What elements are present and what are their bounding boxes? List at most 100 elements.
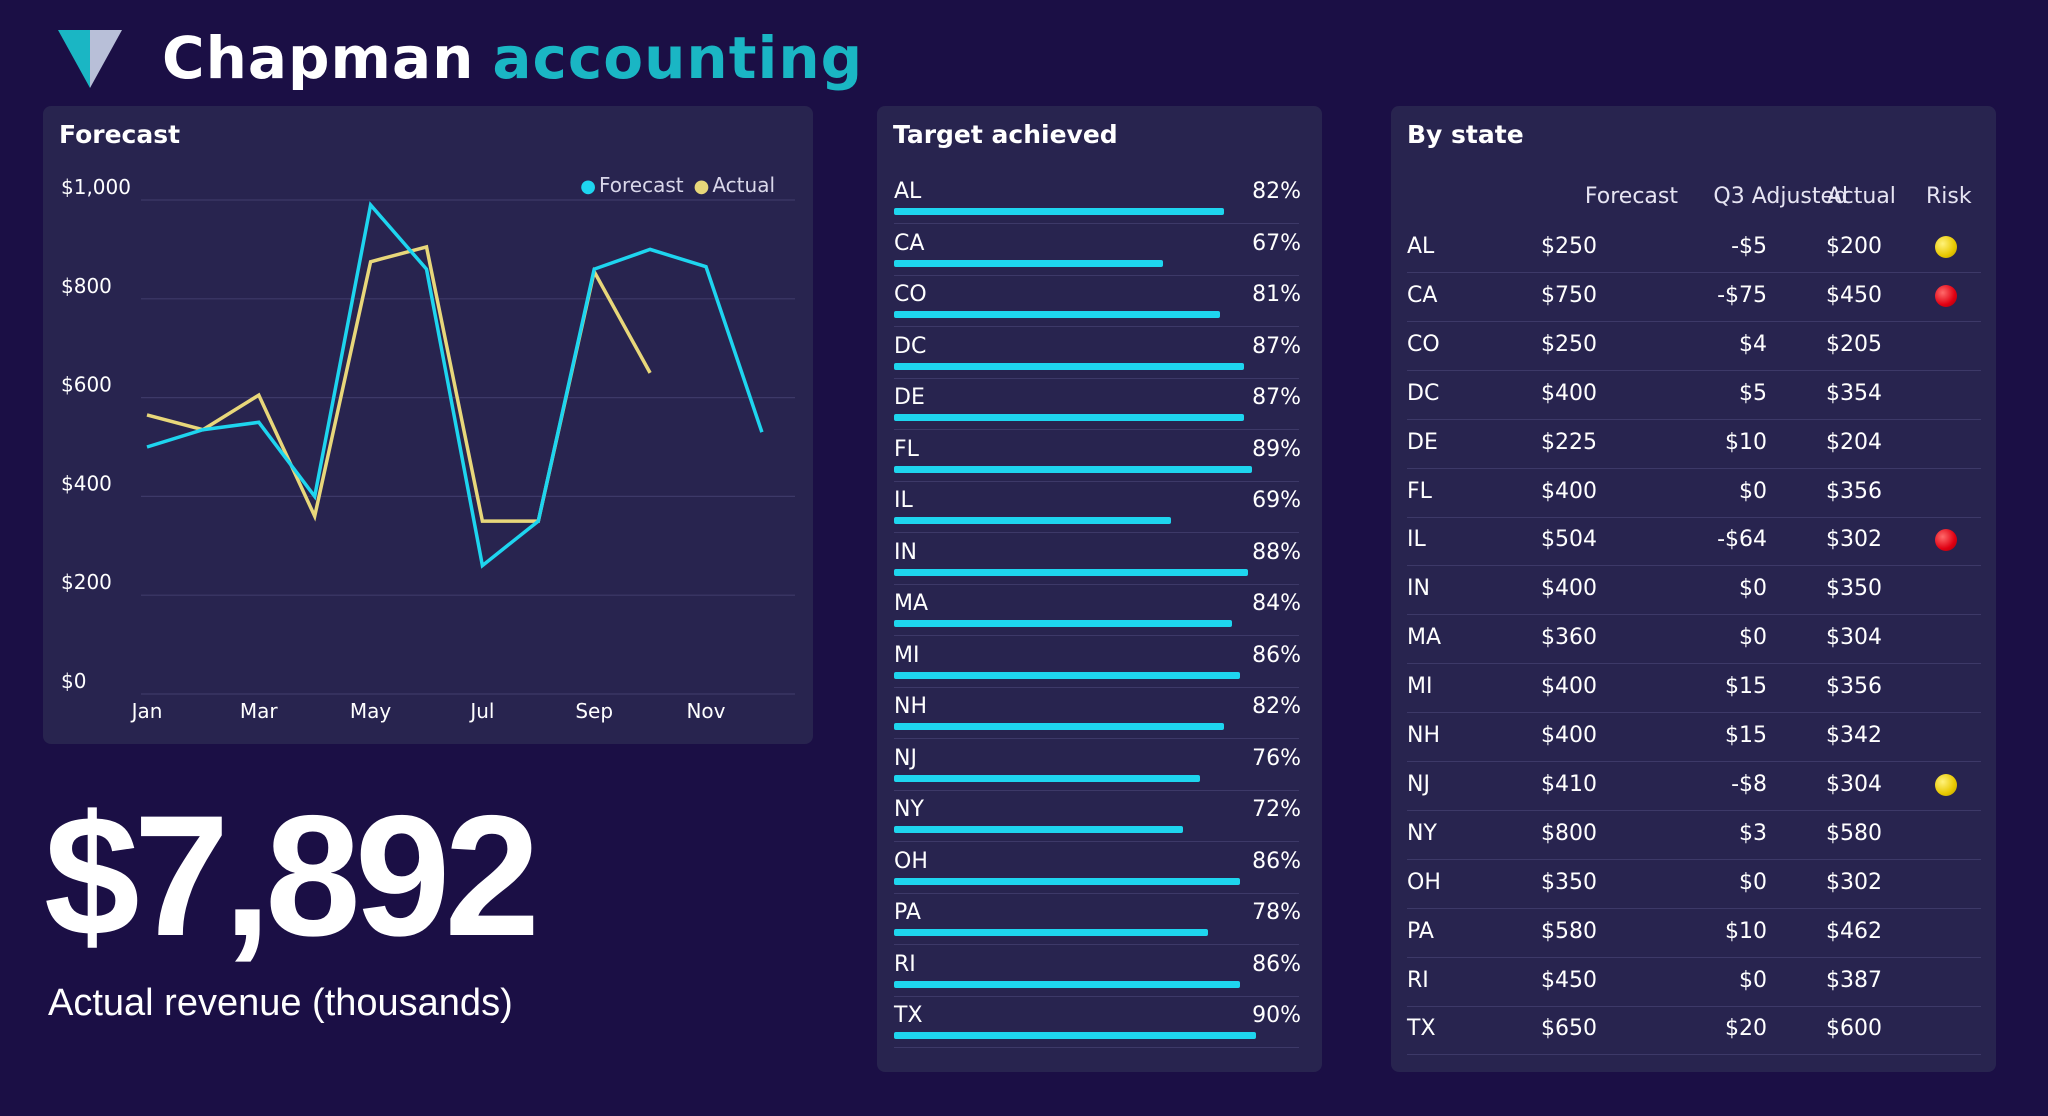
target-percent: 78% [1252,900,1301,925]
target-state: RI [894,951,916,977]
target-row-fl: FL 89% [894,430,1301,482]
risk-red-icon [1935,529,1957,552]
target-bar [894,877,1240,885]
cell-state: DC [1407,380,1440,406]
state-row-ma: MA $360 $0 $304 [1407,615,1981,665]
cell-actual: $354 [1826,380,1882,406]
cell-state: AL [1407,234,1435,259]
cell-actual: $387 [1826,967,1882,993]
target-percent: 69% [1252,488,1301,513]
target-bar-track [894,774,1296,782]
target-bar-track [894,568,1296,576]
target-state: MA [894,591,929,616]
cell-state: OH [1407,869,1441,895]
state-row-al: AL $250 -$5 $200 [1407,224,1981,273]
target-row-ny: NY 72% [894,790,1301,842]
cell-forecast: $580 [1541,918,1597,944]
target-row-ma: MA 84% [894,584,1301,636]
target-state: OH [894,848,928,874]
x-tick-label: Jan [130,699,163,723]
y-tick-label: $1,000 [61,175,131,199]
target-row-in: IN 88% [894,533,1301,585]
cell-state: CA [1407,282,1438,308]
x-tick-label: Nov [686,699,725,723]
state-row-tx: TX $650 $20 $600 [1407,1006,1981,1056]
cell-q3-adjusted: $0 [1739,869,1767,895]
revenue-label: Actual revenue (thousands) [48,982,513,1024]
cell-actual: $356 [1826,674,1882,700]
column-header-actual: Actual [1827,184,1896,209]
target-bar-track [894,1032,1296,1039]
target-bar-track [894,929,1296,936]
state-title: By state [1407,120,1524,149]
state-row-nj: NJ $410 -$8 $304 [1407,762,1981,811]
cell-forecast: $400 [1541,576,1597,602]
cell-state: MI [1407,674,1433,700]
chapman-logo-icon [58,30,122,88]
target-bar-track [894,517,1296,524]
target-bar-track [894,414,1296,421]
target-row-il: IL 69% [894,481,1301,533]
cell-forecast: $800 [1541,820,1597,846]
cell-q3-adjusted: $0 [1739,576,1767,602]
target-row-co: CO 81% [894,275,1301,327]
target-percent: 84% [1252,591,1301,616]
legend-forecast-label: Forecast [598,173,684,197]
target-percent: 89% [1252,436,1301,462]
state-row-in: IN $400 $0 $350 [1407,566,1981,616]
target-percent: 87% [1252,333,1301,359]
cell-actual: $200 [1826,234,1882,259]
target-bar [894,259,1164,267]
target-state: MI [894,642,920,668]
target-bar [894,774,1200,782]
cell-forecast: $400 [1541,380,1597,406]
cell-q3-adjusted: -$8 [1731,771,1767,797]
cell-q3-adjusted: $4 [1739,331,1767,357]
state-row-dc: DC $400 $5 $354 [1407,371,1981,420]
state-row-il: IL $504 -$64 $302 [1407,517,1981,567]
target-bar [894,362,1244,370]
cell-state: IL [1407,527,1426,553]
target-bar [894,723,1224,730]
target-percent: 86% [1252,951,1301,977]
target-row-pa: PA 78% [894,893,1301,945]
target-row-al: AL 82% [894,172,1301,224]
cell-forecast: $360 [1541,625,1597,651]
column-header-risk: Risk [1926,184,1972,209]
target-bar [894,465,1252,473]
target-state: CA [894,230,925,256]
target-bar [894,980,1240,988]
cell-q3-adjusted: $3 [1739,820,1767,846]
target-state: DE [894,385,925,410]
target-bar [894,1032,1256,1039]
target-bar [894,568,1248,576]
forecast-chart: $1,000 $800 $600 $400 $200 $0 Jan Mar May Jul Sep N… [61,175,795,723]
target-percent: 81% [1252,282,1301,307]
cell-q3-adjusted: $5 [1739,380,1767,406]
target-row-mi: MI 86% [894,636,1301,688]
cell-state: RI [1407,967,1429,993]
by-state-panel: By state Forecast Q3 Adjusted Actual Ris… [1391,106,1996,1072]
cell-forecast: $750 [1541,282,1597,308]
cell-q3-adjusted: $0 [1739,625,1767,651]
cell-state: IN [1407,576,1430,602]
target-bar [894,414,1244,421]
target-row-nh: NH 82% [894,687,1301,739]
y-tick-label: $0 [61,669,86,693]
cell-q3-adjusted: $20 [1725,1016,1767,1042]
target-percent: 82% [1252,179,1301,204]
column-header-q3-adjusted: Q3 Adjusted [1713,184,1848,209]
target-state: NJ [894,745,917,771]
target-state: AL [894,179,922,204]
state-row-pa: PA $580 $10 $462 [1407,909,1981,958]
state-row-co: CO $250 $4 $205 [1407,322,1981,371]
cell-forecast: $400 [1541,478,1597,504]
target-bar [894,208,1224,215]
cell-actual: $580 [1826,820,1882,846]
target-bar-track [894,877,1296,885]
cell-forecast: $250 [1541,331,1597,357]
target-bar-track [894,723,1296,730]
cell-actual: $350 [1826,576,1882,602]
legend-forecast: ● Forecast [580,173,684,197]
cell-state: PA [1407,918,1434,944]
